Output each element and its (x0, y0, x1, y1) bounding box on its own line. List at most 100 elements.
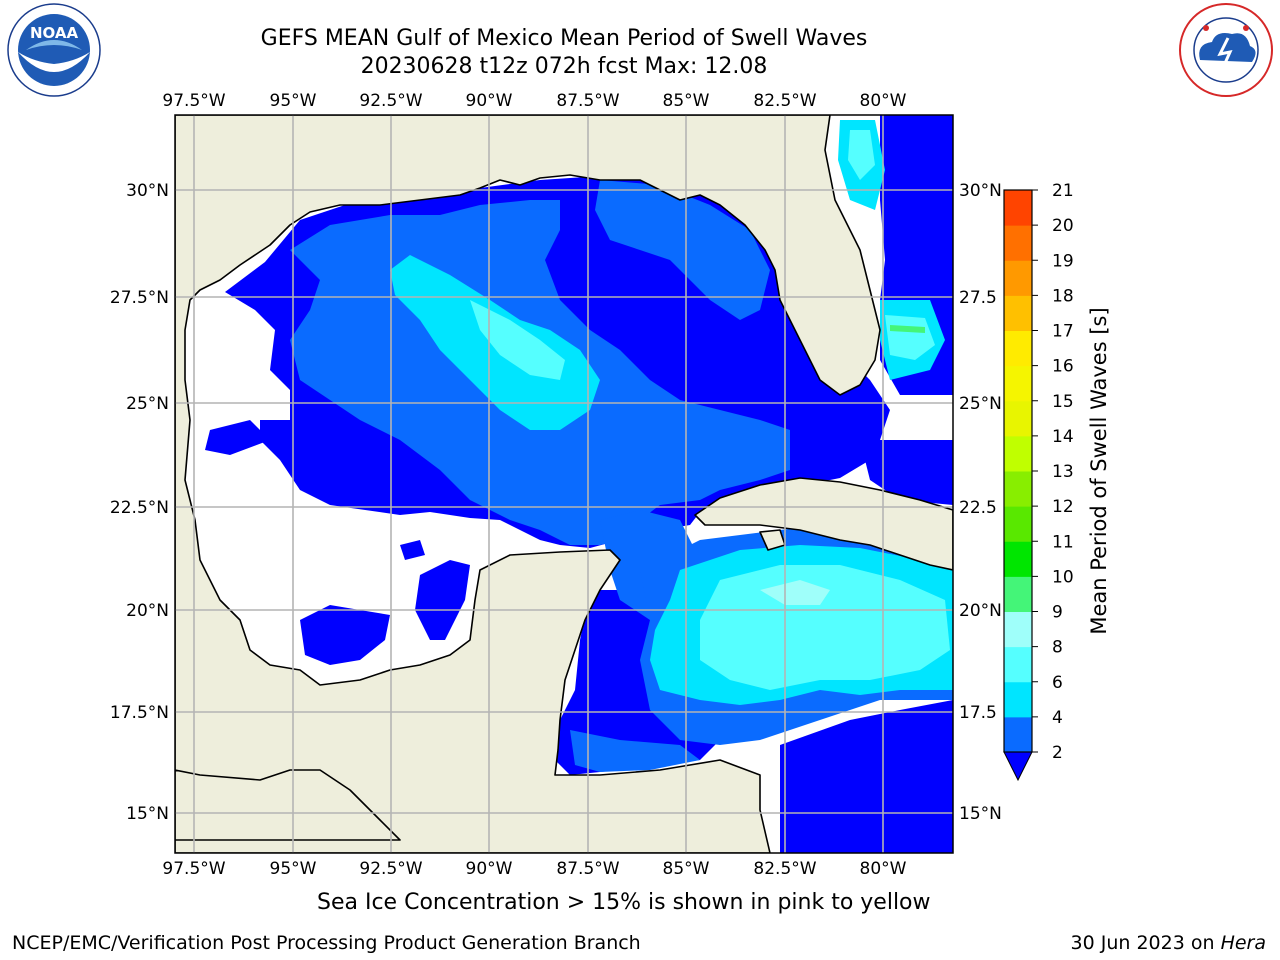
colorbar-segment (1004, 400, 1032, 437)
lat-tick-right: 17.5 (959, 703, 997, 723)
lat-tick-right: 20°N (959, 601, 1002, 621)
colorbar-segment (1004, 506, 1032, 542)
lat-tick-left: 15°N (126, 804, 169, 824)
colorbar-segment (1004, 365, 1032, 402)
colorbar-tick-label: 13 (1052, 462, 1074, 482)
colorbar-segment (1004, 471, 1032, 507)
colorbar-tick-label: 20 (1052, 216, 1074, 236)
lon-tick-bottom: 80°W (860, 859, 907, 879)
land-us-mexico-north (175, 115, 881, 853)
sea-ice-note: Sea Ice Concentration > 15% is shown in … (317, 890, 931, 915)
lon-tick-top: 85°W (663, 91, 710, 111)
colorbar-segment (1004, 295, 1032, 331)
lon-ticks-top: 97.5°W 95°W 92.5°W 90°W 87.5°W 85°W 82.5… (162, 91, 906, 111)
colorbar-segment (1004, 330, 1032, 367)
graticule (175, 115, 953, 853)
field-4-6s-atlantic (838, 120, 945, 380)
lon-tick-bottom: 97.5°W (162, 859, 225, 879)
lon-ticks-bottom: 97.5°W 95°W 92.5°W 90°W 87.5°W 85°W 82.5… (162, 859, 906, 879)
colorbar-tick-label: 16 (1052, 357, 1074, 377)
footer-credit: NCEP/EMC/Verification Post Processing Pr… (12, 932, 641, 954)
lat-tick-left: 22.5°N (110, 498, 169, 518)
lat-ticks-left: 30°N 27.5°N 25°N 22.5°N 20°N 17.5°N 15°N (110, 181, 169, 824)
map-frame (174, 114, 954, 854)
lon-tick-top: 82.5°W (753, 91, 816, 111)
colorbar-segments (1004, 190, 1032, 753)
colorbar-ticks: 2 4 6 8 9 10 11 12 13 14 15 16 17 18 19 20 21 (1032, 181, 1074, 763)
colorbar-tick-label: 4 (1052, 708, 1063, 728)
field-8-9s-caribbean (760, 580, 830, 605)
lat-tick-right: 15°N (959, 804, 1002, 824)
colorbar-tick-label: 12 (1052, 497, 1074, 517)
lat-tick-left: 20°N (126, 601, 169, 621)
noaa-logo-text: NOAA (30, 24, 79, 42)
lon-tick-top: 90°W (466, 91, 513, 111)
colorbar-segment (1004, 681, 1032, 718)
field-9-10s-atlantic (890, 325, 925, 333)
chart-subtitle: 20230628 t12z 072h fcst Max: 12.08 (360, 54, 768, 79)
colorbar-tick-label: 19 (1052, 251, 1074, 271)
field-under-2s-caribbean-east (780, 700, 953, 853)
footer-host: Hera (1220, 932, 1266, 954)
lat-tick-right: 30°N (959, 181, 1002, 201)
lat-tick-left: 25°N (126, 394, 169, 414)
colorbar-label: Mean Period of Swell Waves [s] (1087, 307, 1111, 634)
field-under-2s-bay-campeche (300, 540, 470, 665)
colorbar-segment (1004, 225, 1032, 261)
field-6-8s-caribbean (700, 565, 950, 690)
nws-logo (1179, 3, 1273, 97)
colorbar-tick-label: 6 (1052, 673, 1063, 693)
lon-tick-top: 87.5°W (556, 91, 619, 111)
map-area (175, 115, 953, 853)
field-under-2s-west-patch (205, 420, 270, 455)
field-2-4s-northeast (595, 180, 770, 320)
lon-tick-bottom: 82.5°W (753, 859, 816, 879)
lon-tick-top: 97.5°W (162, 91, 225, 111)
lon-tick-bottom: 95°W (270, 859, 317, 879)
colorbar-tick-label: 2 (1052, 743, 1063, 763)
colorbar-tick-label: 18 (1052, 286, 1074, 306)
colorbar-tick-label: 8 (1052, 638, 1063, 658)
lon-tick-top: 80°W (860, 91, 907, 111)
colorbar-segment (1004, 190, 1032, 226)
noaa-logo: NOAA (7, 3, 101, 97)
colorbar-segment (1004, 716, 1032, 753)
lon-tick-top: 95°W (270, 91, 317, 111)
colorbar-segment (1004, 611, 1032, 648)
footer-date: 30 Jun 2023 on Hera (1071, 932, 1266, 954)
lat-tick-right: 22.5 (959, 498, 997, 518)
field-6-8s-loop (470, 300, 565, 380)
colorbar-tick-label: 14 (1052, 427, 1074, 447)
field-6-8s-atlantic (848, 130, 935, 360)
chart-title: GEFS MEAN Gulf of Mexico Mean Period of … (260, 26, 868, 51)
lon-tick-bottom: 92.5°W (359, 859, 422, 879)
footer-date-text: 30 Jun 2023 on (1070, 932, 1221, 954)
colorbar-segment (1004, 435, 1032, 472)
land-masses (175, 115, 953, 853)
colorbar-segment (1004, 541, 1032, 577)
colorbar-tick-label: 9 (1052, 603, 1063, 623)
colorbar-segment (1004, 646, 1032, 683)
lat-tick-left: 17.5°N (110, 703, 169, 723)
lon-tick-bottom: 90°W (466, 859, 513, 879)
lon-tick-top: 92.5°W (359, 91, 422, 111)
colorbar-tick-label: 17 (1052, 322, 1074, 342)
lat-tick-left: 27.5°N (110, 288, 169, 308)
colorbar-segment (1004, 576, 1032, 612)
colorbar-tick-label: 11 (1052, 532, 1074, 552)
lat-tick-right: 27.5 (959, 288, 997, 308)
lat-ticks-right: 30°N 27.5 25°N 22.5 20°N 17.5 15°N (959, 181, 1002, 824)
lon-tick-bottom: 87.5°W (556, 859, 619, 879)
lat-tick-right: 25°N (959, 394, 1002, 414)
colorbar-segment (1004, 260, 1032, 296)
colorbar-tick-label: 10 (1052, 567, 1074, 587)
lon-tick-bottom: 85°W (663, 859, 710, 879)
colorbar: 2 4 6 8 9 10 11 12 13 14 15 16 17 18 19 20 21 Mean Perio… (1003, 181, 1111, 782)
land-cuba (694, 477, 953, 571)
colorbar-tick-label: 15 (1052, 392, 1074, 412)
colorbar-under-triangle (1003, 751, 1033, 782)
lat-tick-left: 30°N (126, 181, 169, 201)
field-2-4s-south (570, 730, 700, 772)
colorbar-tick-label: 21 (1052, 181, 1074, 201)
